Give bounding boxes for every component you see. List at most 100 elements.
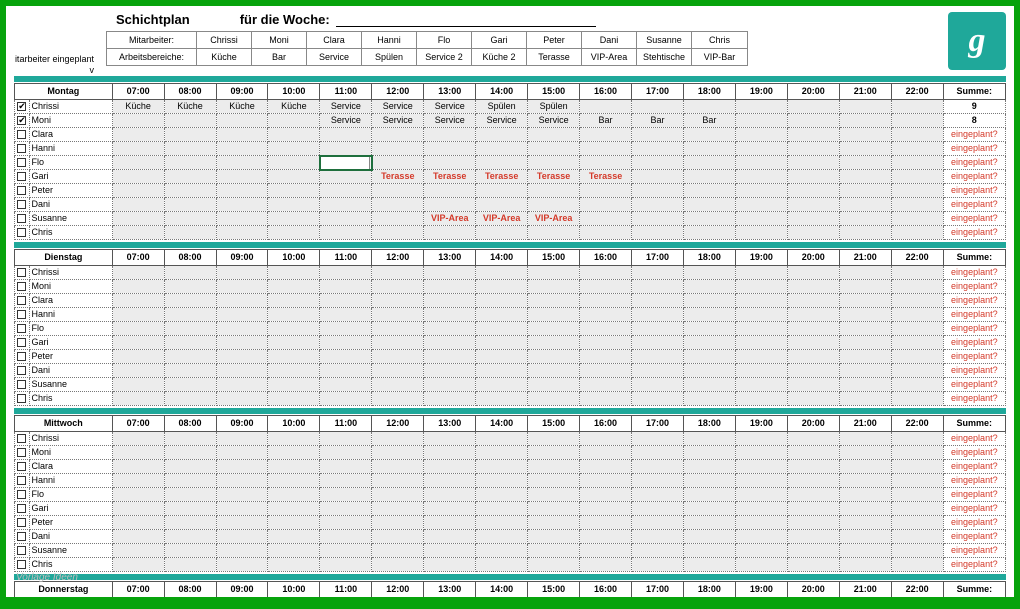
time-slot[interactable]	[683, 322, 735, 336]
row-checkbox[interactable]	[15, 308, 30, 322]
time-slot[interactable]	[891, 502, 943, 516]
time-slot[interactable]	[839, 364, 891, 378]
time-slot[interactable]	[891, 474, 943, 488]
time-slot[interactable]	[320, 502, 372, 516]
time-slot[interactable]	[839, 280, 891, 294]
time-slot[interactable]	[320, 226, 372, 240]
time-slot[interactable]	[424, 336, 476, 350]
time-slot[interactable]	[320, 280, 372, 294]
time-slot[interactable]	[216, 350, 268, 364]
time-slot[interactable]	[424, 530, 476, 544]
time-slot[interactable]	[632, 364, 684, 378]
row-checkbox[interactable]	[15, 226, 30, 240]
time-slot[interactable]	[164, 280, 216, 294]
time-slot[interactable]	[268, 266, 320, 280]
time-slot[interactable]	[372, 308, 424, 322]
time-slot[interactable]	[216, 488, 268, 502]
time-slot[interactable]	[839, 294, 891, 308]
time-slot[interactable]	[891, 294, 943, 308]
time-slot[interactable]	[580, 100, 632, 114]
time-slot[interactable]	[580, 184, 632, 198]
time-slot[interactable]	[632, 432, 684, 446]
time-slot[interactable]	[891, 114, 943, 128]
time-slot[interactable]	[528, 502, 580, 516]
time-slot[interactable]	[787, 460, 839, 474]
time-slot[interactable]	[372, 364, 424, 378]
time-slot[interactable]	[216, 184, 268, 198]
time-slot[interactable]: Bar	[683, 114, 735, 128]
time-slot[interactable]	[424, 558, 476, 572]
time-slot[interactable]	[320, 474, 372, 488]
time-slot[interactable]	[839, 350, 891, 364]
time-slot[interactable]	[112, 280, 164, 294]
time-slot[interactable]	[580, 280, 632, 294]
time-slot[interactable]	[320, 128, 372, 142]
time-slot[interactable]	[476, 350, 528, 364]
time-slot[interactable]	[891, 392, 943, 406]
time-slot[interactable]	[476, 184, 528, 198]
time-slot[interactable]	[320, 432, 372, 446]
time-slot[interactable]	[320, 156, 372, 170]
time-slot[interactable]	[112, 198, 164, 212]
time-slot[interactable]	[787, 516, 839, 530]
time-slot[interactable]	[476, 142, 528, 156]
time-slot[interactable]	[476, 446, 528, 460]
time-slot[interactable]	[683, 212, 735, 226]
time-slot[interactable]	[216, 128, 268, 142]
time-slot[interactable]	[164, 446, 216, 460]
row-checkbox[interactable]	[15, 502, 30, 516]
time-slot[interactable]	[216, 308, 268, 322]
time-slot[interactable]	[112, 516, 164, 530]
time-slot[interactable]	[735, 432, 787, 446]
time-slot[interactable]	[216, 170, 268, 184]
time-slot[interactable]	[580, 516, 632, 530]
time-slot[interactable]	[683, 226, 735, 240]
time-slot[interactable]	[216, 226, 268, 240]
time-slot[interactable]	[580, 128, 632, 142]
time-slot[interactable]	[891, 350, 943, 364]
time-slot[interactable]	[839, 170, 891, 184]
time-slot[interactable]	[268, 308, 320, 322]
time-slot[interactable]	[268, 378, 320, 392]
time-slot[interactable]	[683, 266, 735, 280]
time-slot[interactable]	[372, 212, 424, 226]
time-slot[interactable]	[787, 544, 839, 558]
time-slot[interactable]	[320, 336, 372, 350]
time-slot[interactable]	[683, 392, 735, 406]
time-slot[interactable]	[891, 446, 943, 460]
time-slot[interactable]	[424, 474, 476, 488]
time-slot[interactable]	[528, 460, 580, 474]
time-slot[interactable]	[268, 226, 320, 240]
time-slot[interactable]	[424, 516, 476, 530]
time-slot[interactable]	[580, 266, 632, 280]
row-checkbox[interactable]	[15, 156, 30, 170]
time-slot[interactable]	[372, 350, 424, 364]
time-slot[interactable]	[216, 212, 268, 226]
time-slot[interactable]	[216, 544, 268, 558]
time-slot[interactable]: VIP-Area	[476, 212, 528, 226]
time-slot[interactable]	[476, 364, 528, 378]
time-slot[interactable]	[580, 364, 632, 378]
time-slot[interactable]	[735, 516, 787, 530]
time-slot[interactable]	[787, 266, 839, 280]
time-slot[interactable]	[112, 558, 164, 572]
time-slot[interactable]	[683, 516, 735, 530]
time-slot[interactable]: Küche	[216, 100, 268, 114]
time-slot[interactable]	[839, 100, 891, 114]
time-slot[interactable]	[580, 544, 632, 558]
time-slot[interactable]	[839, 198, 891, 212]
time-slot[interactable]	[735, 502, 787, 516]
time-slot[interactable]	[891, 266, 943, 280]
time-slot[interactable]	[839, 544, 891, 558]
time-slot[interactable]	[372, 474, 424, 488]
time-slot[interactable]	[839, 488, 891, 502]
time-slot[interactable]	[839, 322, 891, 336]
time-slot[interactable]	[632, 226, 684, 240]
time-slot[interactable]	[268, 432, 320, 446]
time-slot[interactable]	[580, 474, 632, 488]
time-slot[interactable]	[112, 142, 164, 156]
time-slot[interactable]	[476, 432, 528, 446]
time-slot[interactable]	[112, 184, 164, 198]
time-slot[interactable]	[735, 170, 787, 184]
time-slot[interactable]	[839, 212, 891, 226]
